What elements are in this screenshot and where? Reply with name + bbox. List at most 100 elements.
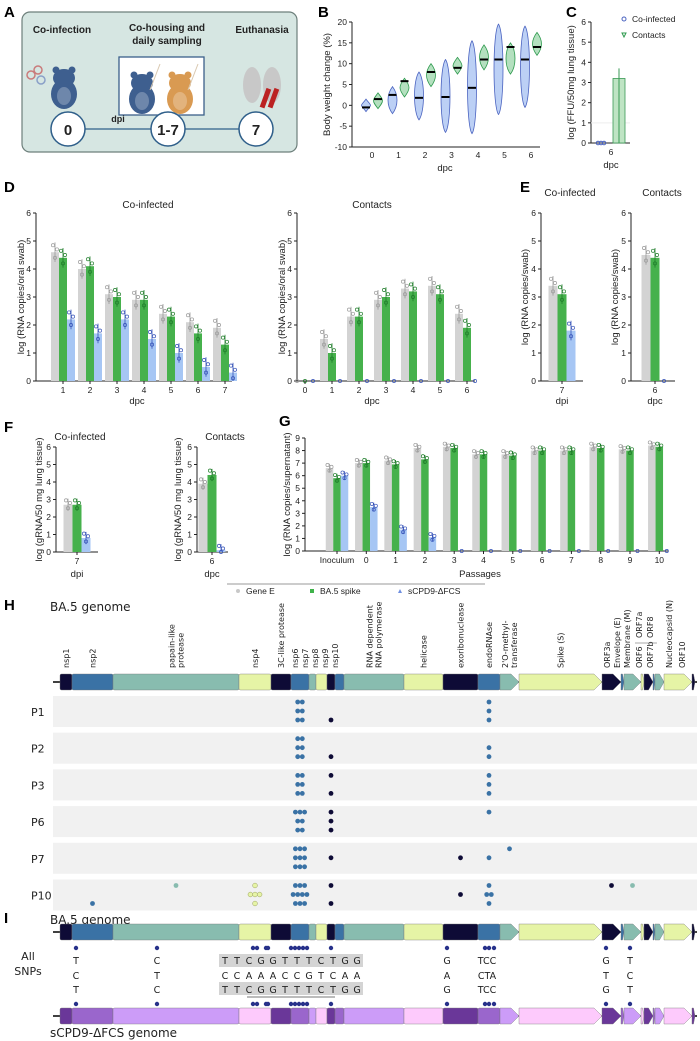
data-point <box>409 282 413 287</box>
data-point <box>428 532 433 537</box>
snp-dot <box>300 1001 306 1007</box>
mutation-dot <box>293 809 298 815</box>
data-point <box>561 451 566 456</box>
data-point <box>653 261 657 266</box>
mutation-dot <box>299 892 305 897</box>
data-point <box>455 304 459 309</box>
y-tick-label: 3 <box>531 292 536 302</box>
panel-label: E <box>520 179 530 196</box>
mutation-dot <box>328 809 334 815</box>
gene-nsp4 <box>238 673 272 691</box>
data-point <box>86 257 90 262</box>
snp-dot <box>265 945 271 951</box>
mutation-dot <box>252 900 258 907</box>
data-point <box>395 461 400 466</box>
bar-ba-5-spike <box>655 446 664 551</box>
data-point <box>355 307 359 312</box>
gene-exoribonuclease <box>442 1007 479 1025</box>
gene-spike-s <box>518 923 603 941</box>
bar-gene-e <box>548 285 558 381</box>
data-point <box>107 297 111 302</box>
x-tick-label: 1 <box>330 385 335 395</box>
snp-dot <box>254 1001 260 1007</box>
mutation-dot <box>295 745 301 751</box>
bar-gene-e <box>325 468 334 551</box>
data-point <box>430 289 434 294</box>
gene-label: nsp8 <box>311 649 320 668</box>
y-tick-label: 1 <box>287 348 292 358</box>
gene-label: ORF6 <box>635 646 644 668</box>
data-point <box>432 281 436 285</box>
data-point <box>419 379 423 383</box>
gene-nsp6 <box>290 673 310 691</box>
data-point <box>510 456 515 461</box>
data-point <box>403 292 407 297</box>
mutation-dot <box>328 883 334 888</box>
mutation-dot <box>293 901 298 906</box>
data-point <box>202 358 206 362</box>
x-axis-label: dpc <box>603 160 619 171</box>
x-axis-label: Passages <box>459 569 501 580</box>
data-point <box>411 295 415 299</box>
gene-rna-dependent-rna-polymerase <box>343 673 405 691</box>
bar-gene-e <box>501 454 510 551</box>
bar-gene-e <box>347 316 355 381</box>
y-tick-label: 6 <box>187 442 192 452</box>
data-point <box>384 455 389 460</box>
y-axis-label: log (RNA copies/oral swab) <box>277 240 288 355</box>
bar-scpd9-fcs <box>428 537 437 551</box>
mutation-dot <box>328 754 334 760</box>
snp-dot <box>250 1001 256 1007</box>
bar-gene-e <box>159 313 167 381</box>
snp-base-alt: T <box>153 971 160 982</box>
y-tick-label: 1 <box>295 533 300 543</box>
snp-dot <box>444 1001 450 1007</box>
gene-membrane-m <box>623 673 642 691</box>
mutation-dot <box>295 717 301 723</box>
mutation-dot <box>299 754 305 760</box>
data-point <box>549 276 553 281</box>
gene-2-o-methyl-transferase <box>499 923 520 941</box>
data-point <box>94 324 98 329</box>
violin-contacts <box>399 77 410 98</box>
y-tick-label: 4 <box>621 264 626 274</box>
y-tick-label: 3 <box>46 495 51 505</box>
bar-ba-5-spike <box>409 291 417 381</box>
data-point <box>505 451 510 456</box>
chart-c: 0 1 2 3 4 5 6 log (FFU/50mg lung tissue) 6 dpc Co-… <box>566 14 676 171</box>
y-tick-label: 10 <box>338 59 348 69</box>
chart-title: Contacts <box>642 188 681 199</box>
bar-gene-e <box>530 450 539 551</box>
data-point <box>662 379 666 383</box>
data-point <box>430 537 435 542</box>
gene-orf10 <box>691 1007 696 1025</box>
legend-label: Contacts <box>632 30 666 40</box>
data-point <box>450 442 455 447</box>
gene-label: ORF7a <box>635 611 644 638</box>
snp-base-alt: T <box>317 971 324 982</box>
virus-icon <box>33 65 43 75</box>
data-point <box>80 272 84 277</box>
mutation-dot <box>297 883 303 888</box>
mutation-dot <box>507 846 512 852</box>
x-tick-label: 1 <box>61 385 66 395</box>
bar-ba-5-spike <box>450 448 458 551</box>
bar-ba-5-spike <box>650 257 660 381</box>
data-point <box>356 463 361 468</box>
snp-base-ba5: T <box>293 956 300 967</box>
snp-dot <box>491 945 497 951</box>
snp-dot <box>304 945 310 951</box>
mutation-dot <box>293 883 298 888</box>
data-point <box>134 303 138 308</box>
bar-gene-e <box>455 313 463 381</box>
data-point <box>540 451 545 456</box>
data-point <box>371 507 376 512</box>
gene-label: nsp1 <box>62 649 71 668</box>
data-point <box>359 311 363 316</box>
y-tick-label: 3 <box>287 292 292 302</box>
data-point <box>196 337 200 341</box>
hamster-icon <box>167 71 193 114</box>
y-tick-label: 5 <box>187 460 192 470</box>
x-axis-label: dpi <box>71 569 84 580</box>
